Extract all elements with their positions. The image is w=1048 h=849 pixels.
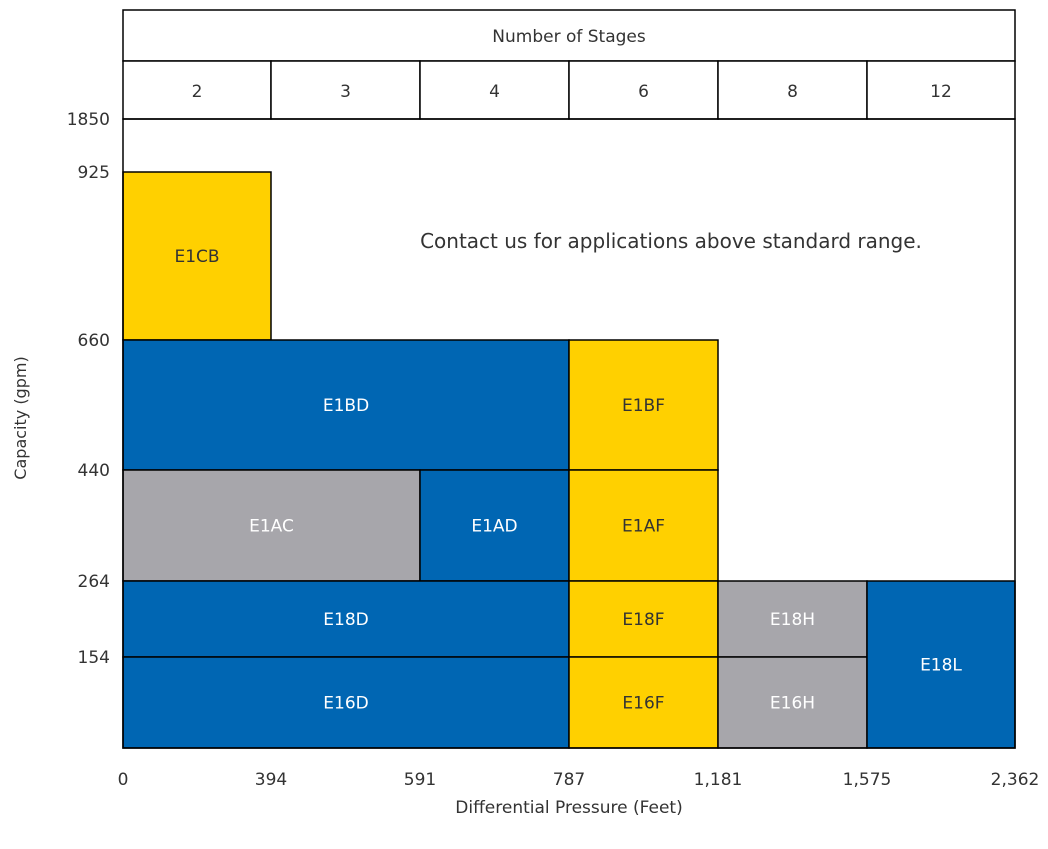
region-label: E18L <box>920 656 962 676</box>
stage-header: Number of Stages <box>122 9 1016 62</box>
y-tick-label: 440 <box>78 461 110 481</box>
x-axis-label: Differential Pressure (Feet) <box>455 798 682 818</box>
region-e1cb <box>122 171 272 341</box>
region-e1bd <box>122 339 570 471</box>
region-e1af <box>568 469 719 582</box>
stage-label: 4 <box>489 82 500 102</box>
region-e18f <box>568 580 719 658</box>
y-axis-label: Capacity (gpm) <box>11 356 30 479</box>
y-tick-label: 1850 <box>67 110 110 130</box>
region-label: E18H <box>770 610 815 630</box>
stage-label: 8 <box>787 82 798 102</box>
y-tick-label: 660 <box>78 331 110 351</box>
stage-header-title: Number of Stages <box>492 27 646 47</box>
stage-label: 2 <box>192 82 203 102</box>
stage-header-title-cell <box>122 9 1016 62</box>
region-label: E1AD <box>471 517 517 537</box>
regions-layer: E1CB E1BD E1BF E1AC E1AD E1AF E18D E18F E18H E16D… <box>122 171 1016 749</box>
x-tick-label: 2,362 <box>991 770 1040 790</box>
y-tick-label: 154 <box>78 648 110 668</box>
stage-cell <box>717 60 868 120</box>
region-label: E16D <box>323 694 368 714</box>
stage-cell <box>866 60 1016 120</box>
region-label: E16H <box>770 694 815 714</box>
stage-cell <box>568 60 719 120</box>
region-e1ad <box>419 469 570 582</box>
x-tick-label: 394 <box>255 770 287 790</box>
region-label: E1BD <box>323 396 369 416</box>
x-tick-label: 1,575 <box>843 770 892 790</box>
stage-label: 3 <box>340 82 351 102</box>
region-e16d <box>122 656 570 749</box>
region-e16h <box>717 656 868 749</box>
x-tick-label: 787 <box>553 770 585 790</box>
y-tick-label: 925 <box>78 163 110 183</box>
x-axis-ticks: 0 394 591 787 1,181 1,575 2,362 <box>118 770 1040 790</box>
x-tick-label: 1,181 <box>694 770 743 790</box>
y-tick-label: 264 <box>78 572 110 592</box>
region-label: E1CB <box>174 247 219 267</box>
region-label: E1AC <box>249 517 294 537</box>
range-note: Contact us for applications above standa… <box>420 229 922 253</box>
region-e18l <box>866 580 1016 749</box>
plot-frame <box>122 118 1016 749</box>
stage-cell <box>270 60 421 120</box>
region-label: E1AF <box>622 517 665 537</box>
region-label: E1BF <box>622 396 665 416</box>
stage-label: 12 <box>930 82 952 102</box>
x-tick-label: 591 <box>404 770 436 790</box>
region-label: E18D <box>323 610 368 630</box>
region-label: E16F <box>622 694 664 714</box>
y-axis-ticks: 1850 925 660 440 264 154 <box>67 110 110 668</box>
region-e1bf <box>568 339 719 471</box>
stage-cell <box>419 60 570 120</box>
region-label: E18F <box>622 610 664 630</box>
stage-labels-row: 2 3 4 6 8 12 <box>122 60 1016 120</box>
stage-label: 6 <box>638 82 649 102</box>
region-e1ac <box>122 469 421 582</box>
x-tick-label: 0 <box>118 770 129 790</box>
